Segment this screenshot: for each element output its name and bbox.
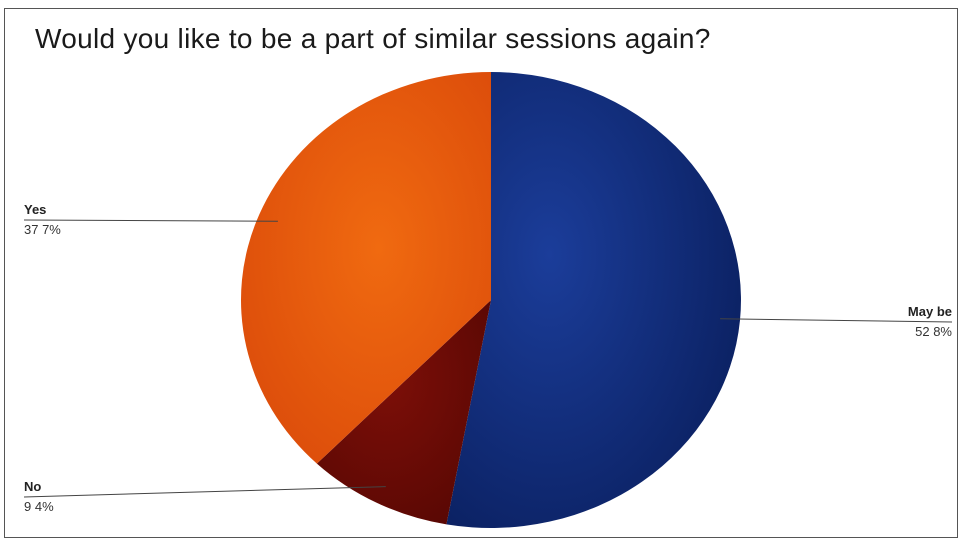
pie-slice-yes xyxy=(240,72,491,464)
slice-value-yes: 37 7% xyxy=(24,222,61,237)
slice-value-may-be: 52 8% xyxy=(915,324,952,339)
slice-label-may-be: May be xyxy=(908,304,952,319)
pie-slice-no xyxy=(316,300,491,525)
leader-line-may-be xyxy=(720,318,953,323)
chart-title: Would you like to be a part of similar s… xyxy=(35,23,711,54)
leader-line-yes xyxy=(23,219,278,222)
leader-line-no xyxy=(23,486,386,498)
slice-label-yes: Yes xyxy=(24,202,46,217)
slice-label-no: No xyxy=(24,479,41,494)
pie-slice-may-be xyxy=(446,72,741,528)
slice-value-no: 9 4% xyxy=(24,499,54,514)
